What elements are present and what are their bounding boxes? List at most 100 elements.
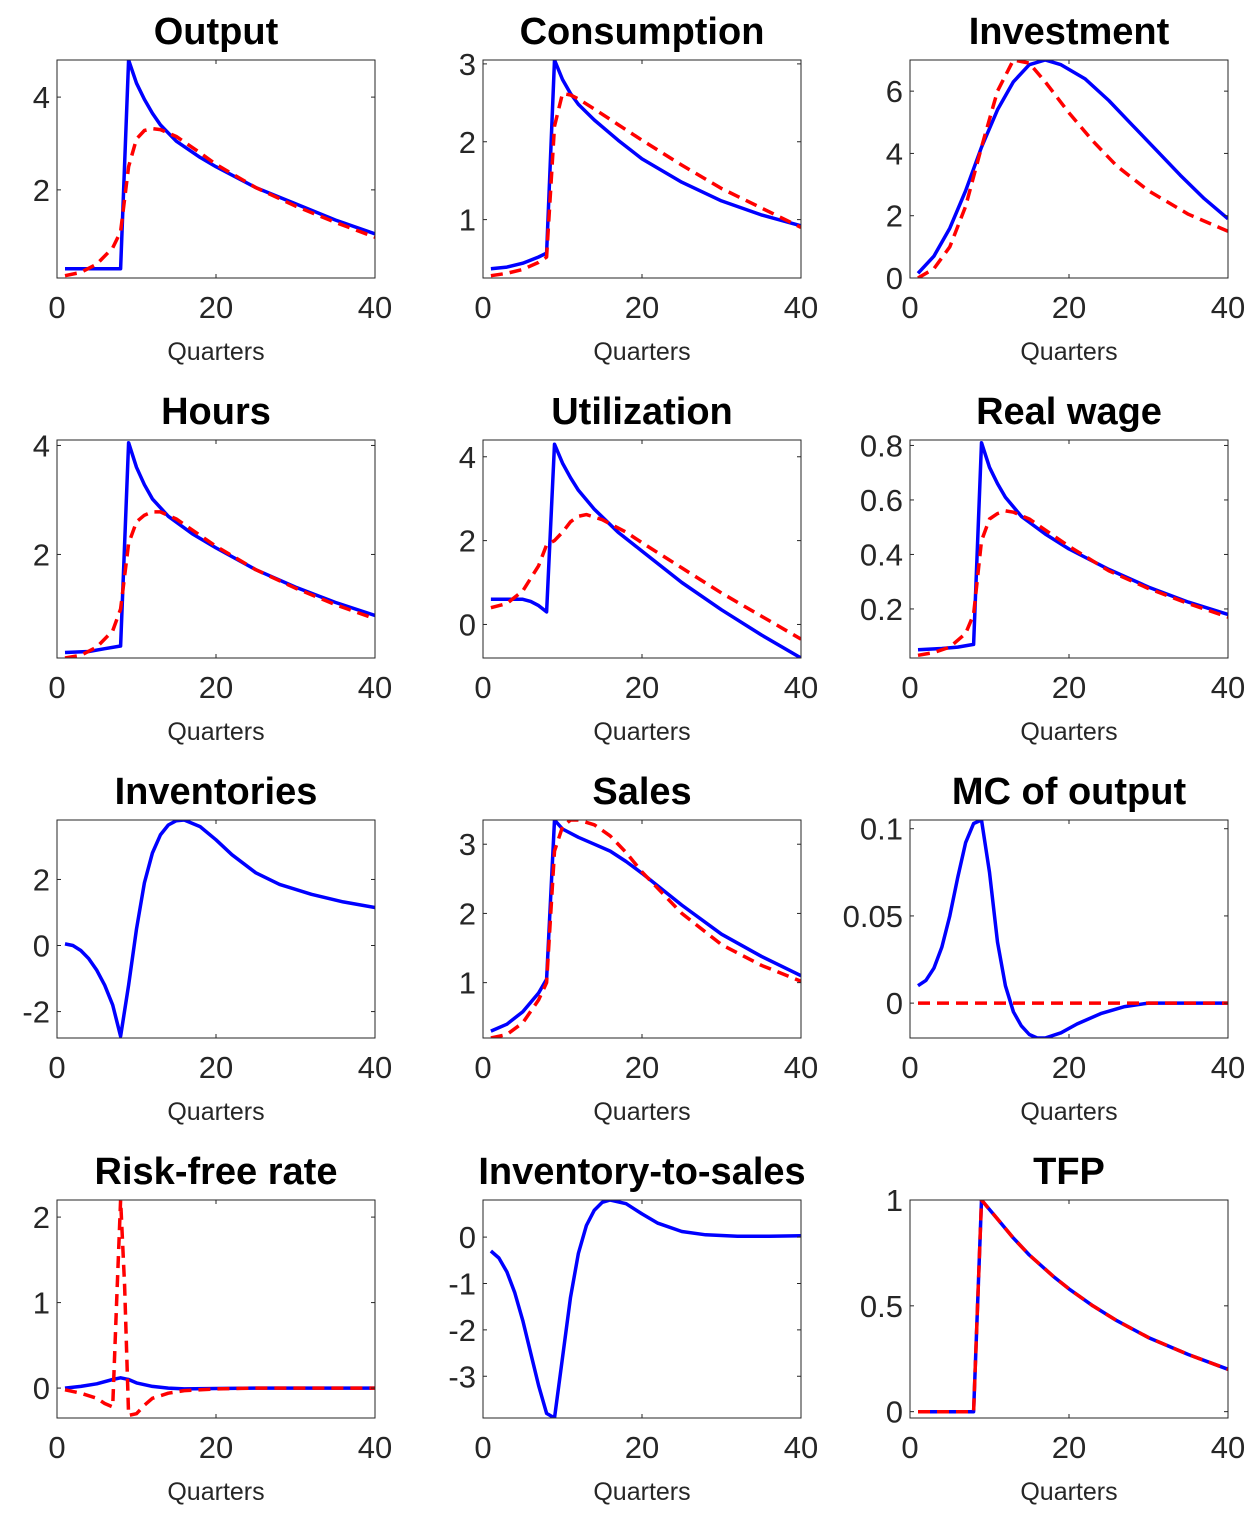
panel-title: Hours (161, 391, 271, 433)
series-line-blue (489, 1200, 801, 1418)
x-tick-label: 20 (1052, 1050, 1086, 1085)
x-tick-label: 40 (784, 290, 818, 325)
axes-box (909, 59, 1229, 279)
axes-box (56, 59, 376, 279)
panel-title: Real wage (976, 391, 1162, 433)
x-tick-label: 0 (48, 670, 65, 705)
series-line-red (917, 509, 1228, 658)
y-tick-label: 0 (33, 929, 50, 964)
y-tick-label: -2 (448, 1313, 476, 1348)
y-tick-label: 2 (886, 199, 903, 234)
y-tick-label: 2 (459, 896, 476, 931)
panel-title: Inventory-to-sales (478, 1151, 805, 1193)
panel-consumption: 0 20 40 1 2 3 Consumption Quarters (459, 11, 818, 366)
panel-title: Utilization (551, 391, 733, 433)
series-line-red (917, 60, 1228, 278)
x-tick-label: 20 (1052, 1430, 1086, 1465)
series-line-red (490, 91, 801, 278)
x-axis-label: Quarters (1020, 338, 1117, 366)
axes-box (482, 59, 802, 279)
x-tick-label: 40 (1211, 290, 1245, 325)
x-tick-label: 20 (199, 1430, 233, 1465)
y-tick-label: 3 (459, 827, 476, 862)
x-tick-label: 20 (199, 1050, 233, 1085)
x-axis-label: Quarters (593, 718, 690, 746)
x-tick-label: 40 (1211, 670, 1245, 705)
x-tick-label: 40 (358, 670, 392, 705)
y-tick-label: 6 (886, 74, 903, 109)
x-tick-label: 40 (784, 1430, 818, 1465)
axes-box (56, 819, 376, 1039)
x-tick-label: 40 (784, 670, 818, 705)
y-tick-label: 1 (459, 966, 476, 1001)
x-tick-label: 0 (48, 1430, 65, 1465)
y-tick-label: 0.05 (843, 899, 903, 934)
series-line-blue (917, 820, 1228, 1038)
axes-box (482, 819, 802, 1039)
panel-tfp: 0 20 40 0 0.5 1 TFP Quarters (860, 1151, 1245, 1506)
x-tick-label: 0 (474, 1430, 491, 1465)
x-tick-label: 0 (901, 1430, 918, 1465)
y-tick-label: 2 (459, 125, 476, 160)
series-line-blue (65, 60, 375, 271)
x-axis-label: Quarters (593, 1098, 690, 1126)
series-line-red (64, 510, 375, 658)
y-tick-label: 0 (459, 1220, 476, 1255)
y-tick-label: 4 (33, 428, 50, 463)
x-tick-label: 20 (625, 670, 659, 705)
series-line-red (490, 512, 801, 641)
x-tick-label: 20 (199, 670, 233, 705)
series-line-blue (490, 442, 801, 658)
panel-risk-free-rate: 0 20 40 0 1 2 Risk-free rate Quarters (33, 1151, 392, 1506)
x-axis-label: Quarters (1020, 1098, 1117, 1126)
panel-inventories: 0 20 40 -2 0 2 Inventories Quarters (22, 771, 392, 1126)
series-line-blue (64, 440, 375, 655)
y-tick-label: 4 (459, 440, 476, 475)
y-tick-label: -2 (22, 995, 50, 1030)
x-axis-label: Quarters (167, 1098, 264, 1126)
panel-sales: 0 20 40 1 2 3 Sales Quarters (459, 771, 818, 1126)
x-tick-label: 20 (1052, 290, 1086, 325)
y-tick-label: 0.6 (860, 483, 903, 518)
panel-investment: 0 20 40 0 2 4 6 Investment Quarters (886, 11, 1245, 366)
y-tick-label: 1 (459, 203, 476, 238)
x-axis-label: Quarters (593, 1478, 690, 1506)
x-tick-label: 40 (784, 1050, 818, 1085)
x-tick-label: 0 (901, 670, 918, 705)
series-line-blue (916, 60, 1228, 275)
y-tick-label: 2 (459, 524, 476, 559)
series-line-red (64, 126, 375, 278)
series-line-blue (64, 820, 375, 1038)
y-tick-label: 0.1 (860, 812, 903, 847)
panel-title: Risk-free rate (95, 1151, 338, 1193)
x-tick-label: 0 (901, 290, 918, 325)
x-tick-label: 0 (474, 1050, 491, 1085)
x-axis-label: Quarters (167, 338, 264, 366)
x-tick-label: 40 (358, 1050, 392, 1085)
panel-title: Consumption (520, 11, 765, 53)
panel-title: Investment (969, 11, 1170, 53)
x-axis-label: Quarters (167, 718, 264, 746)
y-tick-label: 2 (33, 1200, 50, 1235)
axes-box (909, 1199, 1229, 1419)
x-tick-label: 0 (474, 670, 491, 705)
panel-utilization: 0 20 40 0 2 4 Utilization Quarters (459, 391, 818, 746)
panel-title: TFP (1033, 1151, 1105, 1193)
y-tick-label: 4 (33, 80, 50, 115)
y-tick-label: 0 (33, 1371, 50, 1406)
x-axis-label: Quarters (1020, 718, 1117, 746)
series-line-blue (918, 1200, 1228, 1414)
y-tick-label: -3 (448, 1359, 476, 1394)
panel-real-wage: 0 20 40 0.2 0.4 0.6 0.8 Real wage Quarters (860, 391, 1245, 746)
x-tick-label: 40 (1211, 1430, 1245, 1465)
x-tick-label: 20 (625, 1050, 659, 1085)
y-tick-label: 1 (886, 1183, 903, 1218)
axes-box (909, 819, 1229, 1039)
axes-box (56, 1199, 376, 1419)
series-line-blue (917, 440, 1228, 652)
axes-box (482, 1199, 802, 1419)
x-tick-label: 20 (199, 290, 233, 325)
y-tick-label: 2 (33, 537, 50, 572)
x-tick-label: 20 (625, 290, 659, 325)
